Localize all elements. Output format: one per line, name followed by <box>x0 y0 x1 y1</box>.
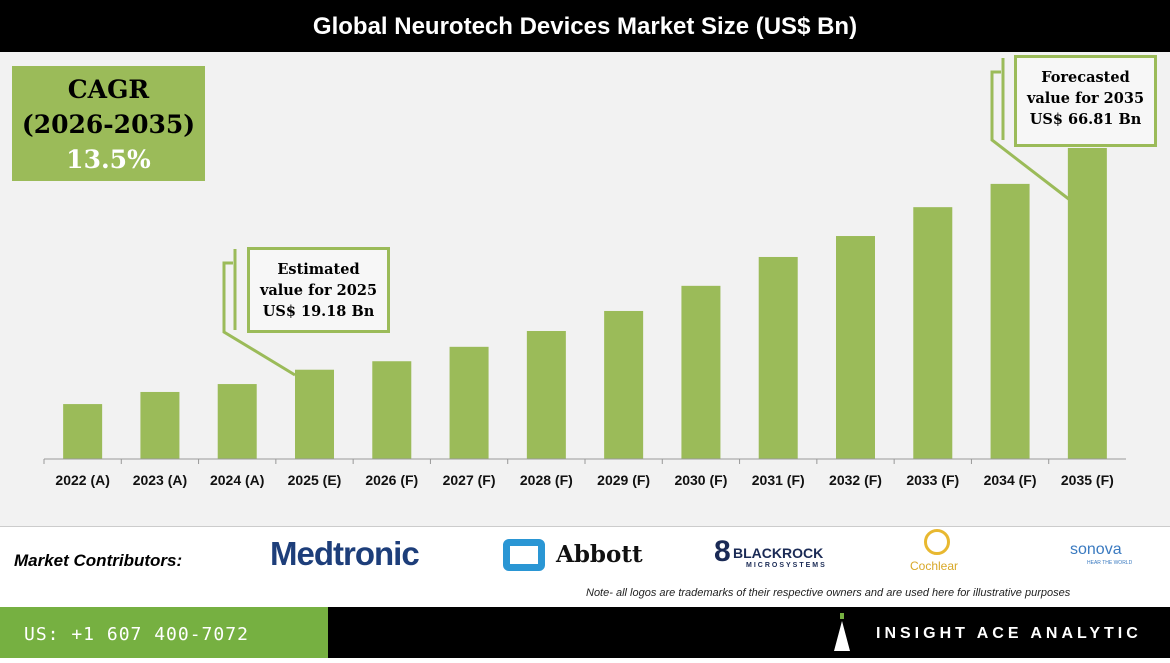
x-tick-label: 2030 (F) <box>674 472 727 488</box>
bar-2028 <box>526 330 566 459</box>
x-tick-label: 2034 (F) <box>984 472 1037 488</box>
callout-2035: Forecasted value for 2035 US$ 66.81 Bn <box>1014 55 1157 147</box>
bar-2026 <box>372 361 412 459</box>
logo-cochlear: Cochlear <box>910 559 959 573</box>
cagr-period: (2026-2035) <box>21 110 196 139</box>
footer-brand-bar: INSIGHT ACE ANALYTIC <box>328 607 1170 658</box>
cagr-box: CAGR (2026-2035) 13.5% <box>12 66 205 181</box>
trademark-note: Note- all logos are trademarks of their … <box>586 587 1071 599</box>
x-tick-label: 2033 (F) <box>906 472 959 488</box>
callout-line: US$ 19.18 Bn <box>262 303 375 320</box>
brand-logo-icon <box>834 613 850 651</box>
callout-2025: Estimated value for 2025 US$ 19.18 Bn <box>247 247 390 333</box>
bar-2035 <box>1067 148 1107 459</box>
x-tick-label: 2027 (F) <box>443 472 496 488</box>
bar-2027 <box>449 346 489 459</box>
callout-line: US$ 66.81 Bn <box>1029 111 1142 128</box>
x-tick-label: 2031 (F) <box>752 472 805 488</box>
contributors-section: Market Contributors: Medtronic Abbott 8 … <box>0 527 1170 607</box>
brand-name: INSIGHT ACE ANALYTIC <box>876 625 1142 642</box>
x-tick-label: 2023 (A) <box>133 472 187 488</box>
bar-2032 <box>836 236 875 459</box>
bar-2024 <box>217 384 257 459</box>
cagr-label: CAGR <box>67 75 150 104</box>
bar-2031 <box>758 256 798 459</box>
bar-chart: 2022 (A) 2023 (A) 2024 (A) 2025 (E) 2026 (F)… <box>43 58 1126 488</box>
x-tick-label: 2022 (A) <box>55 472 109 488</box>
bar-2030 <box>681 285 721 459</box>
logo-sonova-tagline: HEAR THE WORLD <box>1087 560 1133 566</box>
x-tick-label: 2026 (F) <box>365 472 418 488</box>
bar-2033 <box>913 207 953 459</box>
bar-2025 <box>295 369 334 459</box>
x-tick-label: 2035 (F) <box>1061 472 1114 488</box>
chart-title: Global Neurotech Devices Market Size (US… <box>0 0 1170 52</box>
callout-line: Estimated <box>277 261 360 278</box>
logo-abbott: Abbott <box>556 541 643 568</box>
cochlear-icon <box>924 529 950 555</box>
contributors-label: Market Contributors: <box>14 551 183 570</box>
callout-connector <box>990 70 1071 202</box>
callout-line: value for 2025 <box>259 282 378 299</box>
x-tick-label: 2032 (F) <box>829 472 882 488</box>
blackrock-icon: 8 <box>714 535 731 568</box>
callout-connector <box>222 261 296 377</box>
logo-medtronic: Medtronic <box>270 535 420 572</box>
callout-line: Forecasted <box>1041 69 1130 86</box>
bar-2034 <box>990 183 1030 459</box>
logo-blackrock-sub: MICROSYSTEMS <box>746 562 827 569</box>
bar-2022 <box>63 404 103 459</box>
footer-phone: US: +1 607 400-7072 <box>0 607 328 658</box>
callout-line: value for 2035 <box>1026 90 1145 107</box>
logo-blackrock: BLACKROCK <box>733 545 824 561</box>
x-tick-label: 2025 (E) <box>288 472 342 488</box>
cagr-value: 13.5% <box>66 145 151 174</box>
x-tick-label: 2024 (A) <box>210 472 264 488</box>
x-tick-label: 2028 (F) <box>520 472 573 488</box>
logo-sonova: sonova <box>1070 541 1122 558</box>
x-tick-label: 2029 (F) <box>597 472 650 488</box>
bar-2029 <box>604 310 644 459</box>
bar-2023 <box>140 391 180 459</box>
abbott-icon <box>503 539 545 571</box>
